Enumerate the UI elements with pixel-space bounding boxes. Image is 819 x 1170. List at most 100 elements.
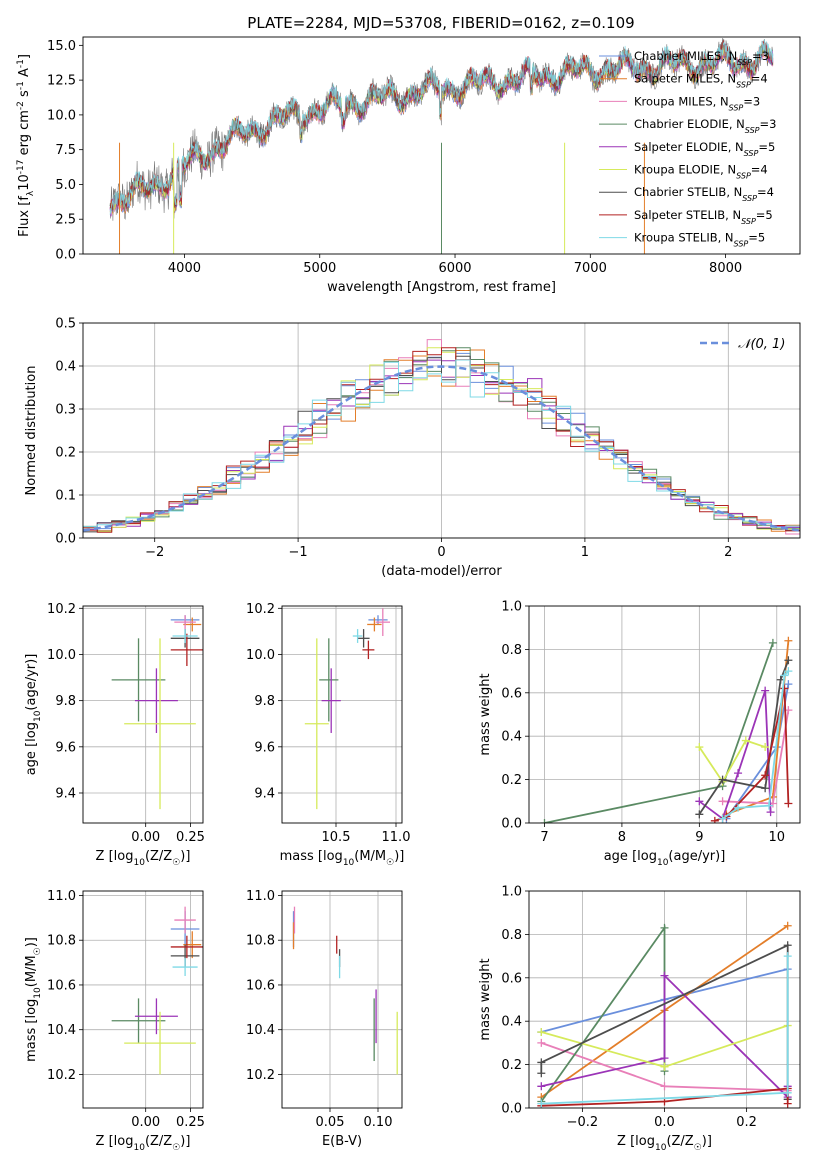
model-spectrum-krou_stelib: [109, 39, 774, 215]
x-tick-label: 8: [618, 830, 626, 845]
panel-z_mass: 0.00 0.25 10.2 10.4 10.6 10.8 11.0 Z [log10(Z/Z…: [24, 889, 205, 1153]
weight-marker-krou_miles: [537, 1038, 546, 1047]
y-tick-label: 10.0: [47, 648, 76, 663]
x-axis-label: mass [log10(M/M☉)]: [280, 849, 405, 868]
weight-marker-chab_stelib: [718, 775, 727, 784]
legend-label-chab_miles: Chabrier MILES, NSSP=3: [634, 49, 769, 67]
y-tick-label: 7.5: [55, 143, 76, 158]
plot-area-ebv_mass: [282, 891, 402, 1108]
weight-marker-krou_stelib: [734, 803, 743, 812]
x-tick-label: 0.00: [131, 830, 160, 845]
y-tick-label: 10.0: [246, 648, 275, 663]
weight-marker-krou_stelib: [537, 1099, 546, 1108]
errorbar-salp_stelib: [362, 640, 375, 660]
weight-marker-krou_elodie: [761, 743, 770, 752]
weight-marker-chab_stelib: [537, 1058, 546, 1067]
x-tick-label: 1: [581, 545, 589, 560]
y-tick-label: 9.4: [254, 786, 275, 801]
plot-area-age_weight: [529, 606, 800, 823]
y-tick-label: 2.5: [55, 213, 76, 228]
x-tick-label: 0.2: [736, 1115, 757, 1130]
x-tick-label: 7: [540, 830, 548, 845]
panel-z_age: 0.00 0.25 9.4 9.6 9.8 10.0 10.2 Z [log10(Z/Z☉)]…: [24, 602, 205, 868]
panel-ebv_mass: 0.05 0.10 10.2 10.4 10.6 10.8 11.0 E(B-V): [246, 889, 403, 1149]
legend-label-krou_elodie: Kroupa ELODIE, NSSP=4: [634, 163, 768, 181]
y-tick-label: 0.8: [501, 928, 522, 943]
y-tick-label: 0.4: [55, 360, 76, 375]
x-tick-label: 10.5: [322, 830, 351, 845]
y-tick-label: 0.3: [55, 403, 76, 418]
panel-residuals: −2 −1 0 1 2 0.0 0.1 0.2 0.3 0.4 0.5 (data-model)/er…: [24, 317, 801, 579]
y-tick-label: 10.8: [246, 934, 275, 949]
weight-marker-salp_elodie: [734, 769, 743, 778]
weight-marker-salp_stelib: [783, 1099, 792, 1108]
y-tick-label: 0.0: [55, 248, 76, 263]
errorbar-salp_miles: [183, 617, 202, 632]
x-tick-label: −2: [145, 545, 164, 560]
x-tick-label: 10: [768, 830, 785, 845]
weight-marker-salp_miles: [784, 636, 793, 645]
y-axis-label: Normed distribution: [24, 366, 39, 496]
y-tick-label: 11.0: [246, 889, 275, 904]
x-tick-label: 0.0: [654, 1115, 675, 1130]
errorbar-salp_elodie: [321, 668, 341, 733]
legend-label-normal: 𝒩(0, 1): [738, 337, 785, 352]
errorbar-chab_stelib: [357, 629, 370, 648]
weight-marker-chab_stelib: [784, 656, 793, 665]
y-tick-label: 0.6: [501, 686, 522, 701]
x-tick-label: 0.10: [364, 1115, 393, 1130]
y-tick-label: 0.4: [501, 1015, 522, 1030]
y-tick-label: 10.2: [246, 602, 275, 617]
y-tick-label: 10.2: [47, 1068, 76, 1083]
normal-reference-curve: [83, 365, 800, 532]
weight-marker-krou_elodie: [741, 736, 750, 745]
weight-marker-chab_miles: [784, 680, 793, 689]
y-tick-label: 0.0: [55, 532, 76, 547]
x-tick-label: 0.05: [316, 1115, 345, 1130]
y-tick-label: 0.2: [55, 446, 76, 461]
weight-marker-salp_elodie: [695, 797, 704, 806]
weight-marker-salp_stelib: [710, 816, 719, 823]
panel-age_weight: 7 8 9 10 0.0 0.2 0.4 0.6 0.8 1.0 age [log10(age/yr…: [478, 600, 801, 868]
y-tick-label: 10.0: [47, 108, 76, 123]
legend-spectrum: Chabrier MILES, NSSP=3 Salpeter MILES, NS…: [599, 49, 776, 248]
plot-area-mass_age: [282, 606, 402, 823]
y-tick-label: 1.0: [501, 600, 522, 615]
errorbar-chab_elodie: [319, 638, 339, 722]
x-tick-label: −1: [289, 545, 308, 560]
errorbar-salp_elodie: [134, 668, 178, 733]
y-tick-label: 9.6: [55, 740, 76, 755]
plot-area-spectrum: [109, 37, 774, 254]
y-tick-label: 10.6: [246, 978, 275, 993]
y-axis-label: mass [log10(M/M☉)]: [24, 937, 43, 1062]
weight-marker-krou_elodie: [537, 1028, 546, 1037]
y-tick-label: 9.8: [254, 694, 275, 709]
y-tick-label: 10.2: [246, 1068, 275, 1083]
weight-marker-krou_stelib: [780, 671, 789, 680]
x-tick-label: 6000: [438, 261, 471, 276]
errorbar-salp_miles: [367, 617, 382, 632]
errorbar-krou_miles: [375, 608, 390, 637]
weight-marker-salp_elodie: [660, 971, 669, 980]
y-tick-label: 0.6: [501, 971, 522, 986]
errorbar-krou_elodie: [124, 638, 196, 810]
y-tick-label: 10.4: [47, 1023, 76, 1038]
y-tick-label: 9.6: [254, 740, 275, 755]
y-tick-label: 0.2: [501, 773, 522, 788]
weight-marker-salp_elodie: [766, 808, 775, 817]
y-tick-label: 10.8: [47, 934, 76, 949]
histogram-salp_stelib: [83, 347, 800, 533]
x-tick-label: 7000: [574, 261, 607, 276]
x-axis-label: Z [log10(Z/Z☉)]: [96, 1134, 191, 1153]
y-tick-label: 10.2: [47, 602, 76, 617]
x-axis-label: Z [log10(Z/Z☉)]: [617, 1134, 712, 1153]
legend-label-salp_stelib: Salpeter STELIB, NSSP=5: [634, 208, 773, 226]
y-tick-label: 1.0: [501, 885, 522, 900]
weight-marker-krou_miles: [660, 1082, 669, 1091]
plot-area-z_mass: [83, 891, 203, 1108]
x-tick-label: 2: [724, 545, 732, 560]
y-tick-label: 12.5: [47, 74, 76, 89]
weight-marker-krou_stelib: [718, 814, 727, 823]
legend-residuals: 𝒩(0, 1): [700, 337, 785, 352]
weight-marker-salp_stelib: [761, 771, 770, 780]
